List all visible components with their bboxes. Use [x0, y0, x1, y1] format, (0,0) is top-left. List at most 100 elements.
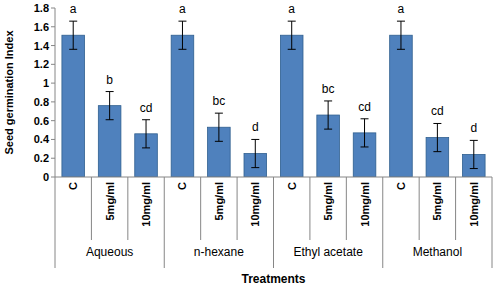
y-tick-label: 0 [43, 171, 49, 183]
error-bar [288, 21, 296, 49]
error-stem [473, 140, 474, 168]
y-axis [55, 8, 56, 177]
significance-letter: bc [322, 82, 335, 96]
error-bar [106, 92, 114, 120]
y-tick [51, 45, 55, 46]
bar [280, 35, 303, 177]
error-bar [397, 21, 405, 49]
error-stem [328, 101, 329, 129]
error-cap [251, 139, 259, 140]
group-label: Aqueous [86, 245, 133, 259]
error-stem [437, 123, 438, 151]
error-cap [69, 49, 77, 50]
y-axis-label: Seed germination Index [3, 30, 15, 155]
y-tick-label: 0.8 [34, 96, 49, 108]
significance-letter: cd [431, 104, 444, 118]
error-cap [106, 91, 114, 92]
y-tick [51, 158, 55, 159]
y-tick [51, 101, 55, 102]
y-tick-label: 1.8 [34, 2, 49, 14]
error-cap [433, 151, 441, 152]
significance-letter: d [470, 121, 477, 135]
category-separator [419, 177, 420, 240]
x-tick-label: C [67, 182, 79, 190]
error-cap [288, 21, 296, 22]
error-cap [215, 113, 223, 114]
error-stem [182, 21, 183, 49]
error-cap [288, 49, 296, 50]
significance-letter: a [398, 2, 405, 16]
group-separator [164, 177, 165, 268]
error-cap [215, 141, 223, 142]
significance-letter: bc [213, 94, 226, 108]
error-cap [433, 123, 441, 124]
group-separator [382, 177, 383, 268]
error-cap [397, 21, 405, 22]
y-tick-label: 1 [43, 77, 49, 89]
y-tick-label: 1.4 [34, 40, 50, 52]
category-separator [346, 177, 347, 240]
group-label: n-hexane [194, 245, 244, 259]
group-label: Ethyl acetate [293, 245, 363, 259]
category-separator [91, 177, 92, 240]
category-separator [455, 177, 456, 240]
error-stem [73, 21, 74, 49]
bar [171, 35, 194, 177]
error-stem [255, 139, 256, 167]
category-separator [309, 177, 310, 240]
y-tick-label: 1.6 [34, 21, 49, 33]
error-stem [400, 21, 401, 49]
x-tick-label: C [286, 182, 298, 190]
significance-letter: a [288, 2, 295, 16]
y-tick [51, 120, 55, 121]
error-bar [470, 140, 478, 168]
x-tick-label: 10mg/ml [140, 182, 152, 227]
chart: abcdabcdabccdacdd00.20.40.60.811.21.41.6… [0, 0, 497, 287]
error-bar [433, 123, 441, 151]
group-separator [55, 177, 56, 268]
x-tick-label: 5mg/ml [104, 182, 116, 221]
bar [390, 35, 413, 177]
significance-letter: cd [358, 100, 371, 114]
y-tick-label: 0.6 [34, 115, 49, 127]
error-cap [142, 119, 150, 120]
significance-letter: b [106, 73, 113, 87]
error-stem [146, 120, 147, 148]
error-bar [251, 139, 259, 167]
y-tick-label: 0.4 [34, 133, 50, 145]
error-stem [291, 21, 292, 49]
error-bar [178, 21, 186, 49]
error-cap [470, 140, 478, 141]
x-axis-label: Treatments [241, 272, 305, 286]
error-cap [178, 49, 186, 50]
error-cap [142, 147, 150, 148]
significance-letter: a [179, 2, 186, 16]
error-cap [251, 167, 259, 168]
x-tick-label: 10mg/ml [359, 182, 371, 227]
error-stem [364, 119, 365, 147]
x-tick-label: 5mg/ml [431, 182, 443, 221]
y-tick [51, 177, 55, 178]
error-cap [361, 118, 369, 119]
x-tick-label: 5mg/ml [213, 182, 225, 221]
group-separator [273, 177, 274, 268]
error-bar [215, 113, 223, 141]
error-bar [361, 119, 369, 147]
x-tick-label: C [395, 182, 407, 190]
y-tick-label: 0.2 [34, 152, 49, 164]
category-separator [237, 177, 238, 240]
x-tick-label: C [176, 182, 188, 190]
significance-letter: cd [140, 101, 153, 115]
error-cap [106, 119, 114, 120]
error-stem [109, 92, 110, 120]
bar [62, 35, 85, 177]
x-tick-label: 5mg/ml [322, 182, 334, 221]
x-tick-label: 10mg/ml [249, 182, 261, 227]
significance-letter: d [252, 120, 259, 134]
category-separator [200, 177, 201, 240]
error-cap [69, 21, 77, 22]
y-tick-label: 1.2 [34, 58, 49, 70]
error-cap [178, 21, 186, 22]
y-tick [51, 26, 55, 27]
group-label: Methanol [413, 245, 462, 259]
